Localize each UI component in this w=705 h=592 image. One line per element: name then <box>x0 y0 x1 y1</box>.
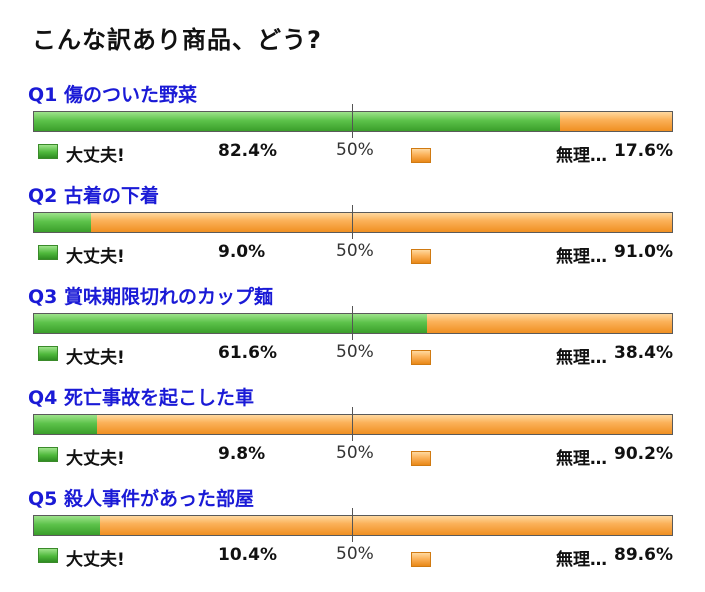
question-label: Q1 傷のついた野菜 <box>28 84 197 106</box>
question-label: Q4 死亡事故を起こした車 <box>28 387 254 409</box>
bar-segment-yes <box>34 314 427 333</box>
value-label-no: 91.0% <box>614 242 673 262</box>
legend-label-no: 無理… <box>556 449 607 469</box>
midpoint-label: 50% <box>336 443 374 463</box>
question-block: Q5 殺人事件があった部屋大丈夫! 10.4% 50% 無理… 89.6% <box>0 484 705 584</box>
bar-segment-yes <box>34 112 560 131</box>
legend-swatch-no <box>411 350 431 365</box>
legend-label-yes: 大丈夫! <box>66 247 125 267</box>
bar-segment-no <box>427 314 672 333</box>
bar-segment-no <box>97 415 672 434</box>
value-label-no: 38.4% <box>614 343 673 363</box>
question-label: Q3 賞味期限切れのカップ麺 <box>28 286 273 308</box>
value-label-no: 17.6% <box>614 141 673 161</box>
legend-label-no: 無理… <box>556 550 607 570</box>
legend-swatch-yes <box>38 447 58 462</box>
legend-row: 大丈夫! 10.4% 50% 無理… 89.6% <box>0 544 705 570</box>
legend-row: 大丈夫! 61.6% 50% 無理… 38.4% <box>0 342 705 368</box>
value-label-yes: 61.6% <box>218 343 277 363</box>
value-label-no: 90.2% <box>614 444 673 464</box>
bar-segment-no <box>560 112 672 131</box>
legend-swatch-no <box>411 552 431 567</box>
question-block: Q4 死亡事故を起こした車大丈夫! 9.8% 50% 無理… 90.2% <box>0 383 705 483</box>
midpoint-line <box>352 407 353 441</box>
midpoint-label: 50% <box>336 140 374 160</box>
legend-swatch-yes <box>38 346 58 361</box>
legend-swatch-no <box>411 451 431 466</box>
stacked-bar <box>33 313 673 334</box>
midpoint-label: 50% <box>336 342 374 362</box>
legend-label-yes: 大丈夫! <box>66 146 125 166</box>
value-label-yes: 10.4% <box>218 545 277 565</box>
legend-label-yes: 大丈夫! <box>66 348 125 368</box>
stacked-bar <box>33 111 673 132</box>
midpoint-line <box>352 306 353 340</box>
question-block: Q2 古着の下着 大丈夫! 9.0% 50% 無理… 91.0% <box>0 181 705 281</box>
stacked-bar <box>33 212 673 233</box>
question-label: Q2 古着の下着 <box>28 185 159 207</box>
legend-label-no: 無理… <box>556 247 607 267</box>
midpoint-line <box>352 205 353 239</box>
value-label-yes: 9.0% <box>218 242 266 262</box>
bar-segment-yes <box>34 213 91 232</box>
legend-label-no: 無理… <box>556 348 607 368</box>
page-title: こんな訳あり商品、どう? <box>32 26 322 54</box>
question-label: Q5 殺人事件があった部屋 <box>28 488 254 510</box>
stacked-bar <box>33 515 673 536</box>
legend-row: 大丈夫! 82.4% 50% 無理… 17.6% <box>0 140 705 166</box>
bar-segment-no <box>91 213 672 232</box>
legend-swatch-yes <box>38 245 58 260</box>
value-label-yes: 9.8% <box>218 444 266 464</box>
bar-segment-no <box>100 516 672 535</box>
legend-label-yes: 大丈夫! <box>66 550 125 570</box>
legend-swatch-no <box>411 249 431 264</box>
legend-swatch-yes <box>38 144 58 159</box>
legend-label-no: 無理… <box>556 146 607 166</box>
midpoint-line <box>352 104 353 138</box>
midpoint-line <box>352 508 353 542</box>
legend-label-yes: 大丈夫! <box>66 449 125 469</box>
bar-segment-yes <box>34 415 97 434</box>
midpoint-label: 50% <box>336 241 374 261</box>
legend-row: 大丈夫! 9.0% 50% 無理… 91.0% <box>0 241 705 267</box>
legend-swatch-yes <box>38 548 58 563</box>
question-block: Q1 傷のついた野菜大丈夫! 82.4% 50% 無理… 17.6% <box>0 80 705 180</box>
stacked-bar <box>33 414 673 435</box>
value-label-no: 89.6% <box>614 545 673 565</box>
value-label-yes: 82.4% <box>218 141 277 161</box>
bar-segment-yes <box>34 516 100 535</box>
legend-row: 大丈夫! 9.8% 50% 無理… 90.2% <box>0 443 705 469</box>
legend-swatch-no <box>411 148 431 163</box>
question-block: Q3 賞味期限切れのカップ麺大丈夫! 61.6% 50% 無理… 38.4% <box>0 282 705 382</box>
midpoint-label: 50% <box>336 544 374 564</box>
